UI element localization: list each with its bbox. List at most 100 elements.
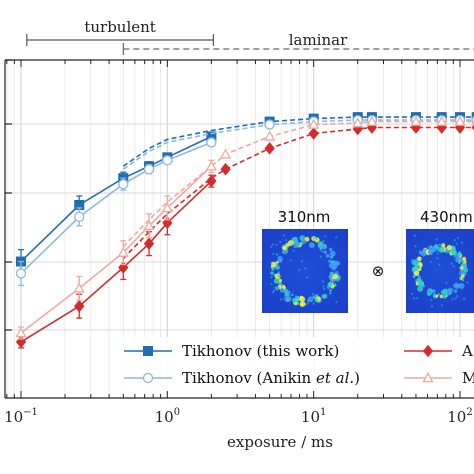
speckle-dot bbox=[410, 259, 414, 262]
data-point bbox=[410, 115, 422, 126]
speckle-dot bbox=[329, 250, 336, 257]
speckle-dot bbox=[308, 299, 311, 302]
legend-label: A bbox=[461, 342, 473, 360]
speckle-dot bbox=[335, 301, 338, 304]
data-point bbox=[118, 178, 129, 190]
speckle-dot bbox=[300, 260, 304, 263]
speckle-dot bbox=[459, 270, 462, 273]
speckle-dot bbox=[304, 236, 310, 242]
speckle-dot bbox=[285, 293, 289, 296]
legend-marker bbox=[143, 346, 153, 356]
speckle-dot bbox=[315, 294, 319, 298]
speckle-dot bbox=[439, 245, 443, 248]
speckle-dot bbox=[453, 239, 456, 242]
inset-operator: ⊗ bbox=[372, 262, 385, 280]
speckle-dot bbox=[414, 245, 417, 248]
speckle-dot bbox=[270, 245, 273, 248]
speckle-dot bbox=[328, 288, 332, 292]
speckle-dot bbox=[322, 293, 328, 299]
data-point bbox=[206, 174, 217, 188]
speckle-dot bbox=[416, 266, 420, 269]
speckle-dot bbox=[427, 246, 430, 249]
speckle-dot bbox=[436, 257, 439, 260]
data-point bbox=[308, 127, 319, 140]
x-axis-label: exposure / ms bbox=[227, 433, 333, 451]
speckle-dot bbox=[332, 273, 338, 280]
speckle-dot bbox=[458, 272, 461, 276]
speckle-dot bbox=[430, 305, 434, 308]
speckle-dot bbox=[279, 298, 283, 301]
speckle-dot bbox=[413, 261, 418, 265]
speckle-dot bbox=[454, 253, 457, 257]
speckle-dot bbox=[437, 249, 440, 252]
speckle-dot bbox=[274, 273, 281, 280]
speckle-dot bbox=[272, 252, 275, 255]
speckle-dot bbox=[273, 278, 280, 284]
speckle-dot bbox=[301, 237, 306, 242]
speckle-dot bbox=[331, 260, 335, 264]
data-point bbox=[73, 282, 85, 293]
speckle-dot bbox=[317, 241, 320, 245]
data-point bbox=[143, 237, 155, 250]
data-point bbox=[205, 160, 217, 171]
speckle-dot bbox=[282, 286, 286, 290]
speckle-dot bbox=[454, 297, 457, 300]
data-point bbox=[74, 299, 85, 313]
speckle-dot bbox=[277, 271, 280, 274]
inset-label-430nm: 430nm bbox=[420, 208, 473, 226]
speckle-dot bbox=[278, 259, 282, 263]
legend-item-2: A bbox=[404, 342, 473, 360]
data-point bbox=[454, 115, 466, 126]
speckle-dot bbox=[435, 294, 439, 298]
speckle-dot bbox=[284, 239, 288, 242]
speckle-dot bbox=[440, 304, 444, 307]
speckle-dot bbox=[435, 238, 438, 241]
speckle-dot bbox=[313, 297, 316, 300]
data-point bbox=[366, 115, 378, 126]
inset-speckle-image-310nm bbox=[262, 229, 348, 313]
speckle-dot bbox=[327, 282, 333, 288]
speckle-dot bbox=[433, 292, 436, 295]
speckle-dot bbox=[313, 237, 316, 240]
speckle-dot bbox=[457, 252, 462, 257]
speckle-dot bbox=[328, 247, 333, 252]
speckle-dot bbox=[336, 261, 340, 266]
speckle-dot bbox=[413, 270, 420, 276]
speckle-dot bbox=[279, 240, 282, 244]
legend-item-3: M bbox=[404, 369, 474, 387]
speckle-dot bbox=[328, 259, 332, 264]
speckle-dot bbox=[298, 268, 301, 272]
speckle-dot bbox=[448, 290, 451, 293]
speckle-dot bbox=[304, 267, 307, 270]
speckle-dot bbox=[417, 285, 424, 292]
inset-label-310nm: 310nm bbox=[278, 208, 331, 226]
speckle-dot bbox=[322, 239, 325, 243]
speckle-dot bbox=[455, 242, 458, 245]
speckle-dot bbox=[416, 297, 419, 300]
speckle-dot bbox=[437, 293, 441, 296]
speckle-dot bbox=[270, 271, 274, 275]
speckle-dot bbox=[441, 243, 446, 248]
speckle-dot bbox=[453, 289, 458, 293]
speckle-dot bbox=[410, 292, 414, 295]
speckle-dot bbox=[451, 298, 454, 301]
speckle-dot bbox=[321, 250, 324, 253]
series-3 bbox=[15, 115, 474, 340]
speckle-dot bbox=[458, 267, 462, 270]
speckle-dot bbox=[412, 275, 416, 278]
speckle-dot bbox=[428, 288, 431, 291]
speckle-dot bbox=[319, 255, 322, 258]
speckle-dot bbox=[278, 274, 281, 278]
speckle-dot bbox=[422, 248, 426, 251]
speckle-dot bbox=[451, 288, 454, 291]
speckle-dot bbox=[325, 253, 330, 258]
series-2 bbox=[15, 121, 474, 349]
legend-marker bbox=[142, 372, 154, 384]
legend-marker bbox=[422, 344, 434, 358]
speckle-dot bbox=[324, 235, 327, 238]
legend-item-1: Tikhonov (Anikin et al.) bbox=[124, 369, 360, 387]
data-point bbox=[308, 118, 320, 129]
speckle-dot bbox=[290, 293, 294, 297]
speckle-dot bbox=[312, 302, 315, 305]
speckle-dot bbox=[270, 282, 273, 286]
